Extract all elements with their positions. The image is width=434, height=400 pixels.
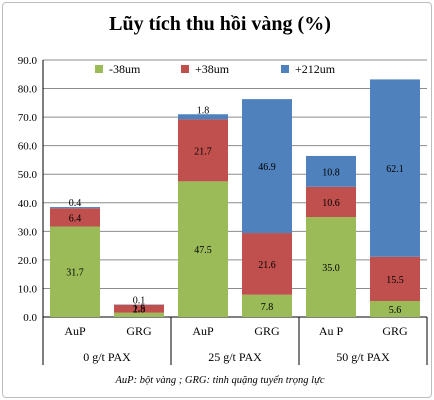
legend-swatch	[95, 65, 103, 73]
y-tick-label: 90.0	[18, 55, 38, 67]
axes: 0.0 10.0 20.0 30.0 40.0 50.0 60.0 70.0 80.0 90.0 A…	[18, 55, 428, 365]
data-label: 10.6	[322, 198, 340, 209]
bar-segment	[370, 256, 420, 302]
y-tick-label: 30.0	[18, 226, 38, 238]
bar-segment	[50, 207, 100, 209]
y-tick-label: 0.0	[23, 312, 37, 324]
bar-segment	[370, 301, 420, 317]
group-label: 0 g/t PAX	[83, 350, 131, 364]
data-label: 1.5	[133, 304, 146, 315]
data-label: 21.6	[258, 260, 276, 271]
legend-label: +38um	[195, 62, 230, 76]
y-tick-label: 40.0	[18, 198, 38, 210]
bar-segment	[306, 217, 356, 317]
y-tick-label: 80.0	[18, 84, 38, 96]
bar-segment	[50, 226, 100, 317]
bar-segment	[114, 304, 164, 313]
group-label: 50 g/t PAX	[336, 350, 390, 364]
bar-segment	[178, 181, 228, 317]
y-tick-label: 50.0	[18, 169, 38, 181]
legend: -38um +38um +212um	[95, 62, 336, 76]
data-label: 10.8	[322, 167, 340, 178]
data-label: 1.8	[197, 105, 210, 116]
data-label: 5.6	[389, 305, 402, 316]
data-label: 62.1	[386, 164, 404, 175]
data-label: 2.8	[133, 305, 146, 316]
data-label: 6.4	[69, 213, 82, 224]
category-label: GRG	[254, 324, 280, 338]
bars	[50, 79, 420, 317]
data-label: 46.9	[258, 162, 276, 173]
group-label: 25 g/t PAX	[208, 350, 262, 364]
data-label: 31.7	[66, 268, 84, 279]
data-label: 0.4	[69, 198, 82, 209]
legend-swatch	[281, 65, 289, 73]
y-tick-label: 60.0	[18, 141, 38, 153]
legend-label: +212um	[295, 62, 336, 76]
category-label: GRG	[126, 324, 152, 338]
category-label: GRG	[382, 324, 408, 338]
bar-segment	[114, 312, 164, 317]
category-label: AuP	[64, 324, 86, 338]
bar-segment	[50, 208, 100, 227]
data-label: 0.1	[133, 295, 146, 306]
bar-segment	[306, 186, 356, 218]
data-label: 21.7	[194, 146, 212, 157]
y-tick-label: 20.0	[18, 255, 38, 267]
bar-segment	[242, 99, 292, 234]
stacked-bar-chart: Lũy tích thu hồi vàng (%) 0.0 10.0 20.0 30.…	[18, 13, 428, 386]
bar-segment	[242, 294, 292, 317]
legend-swatch	[181, 65, 189, 73]
category-label: Au P	[319, 324, 344, 338]
bar-segment	[306, 155, 356, 187]
data-label: 35.0	[322, 263, 340, 274]
chart-title: Lũy tích thu hồi vàng (%)	[109, 13, 331, 35]
y-tick-label: 70.0	[18, 112, 38, 124]
footnote: AuP: bột vàng ; GRG: tinh quặng tuyển tr…	[115, 375, 325, 386]
y-tick-label: 10.0	[18, 283, 38, 295]
legend-label: -38um	[109, 62, 141, 76]
data-label: 7.8	[261, 302, 274, 313]
data-label: 15.5	[386, 275, 404, 286]
bar-segment	[178, 114, 228, 120]
bar-segment	[370, 79, 420, 257]
category-label: AuP	[192, 324, 214, 338]
data-labels: 31.7 6.4 0.4 1.52.80.1 47.5 21.7 1.8 7.8 21.6 46.…	[66, 105, 404, 316]
data-label: 47.5	[194, 245, 212, 256]
bar-segment	[178, 119, 228, 182]
bar-segment	[242, 233, 292, 295]
gridlines	[43, 59, 427, 289]
